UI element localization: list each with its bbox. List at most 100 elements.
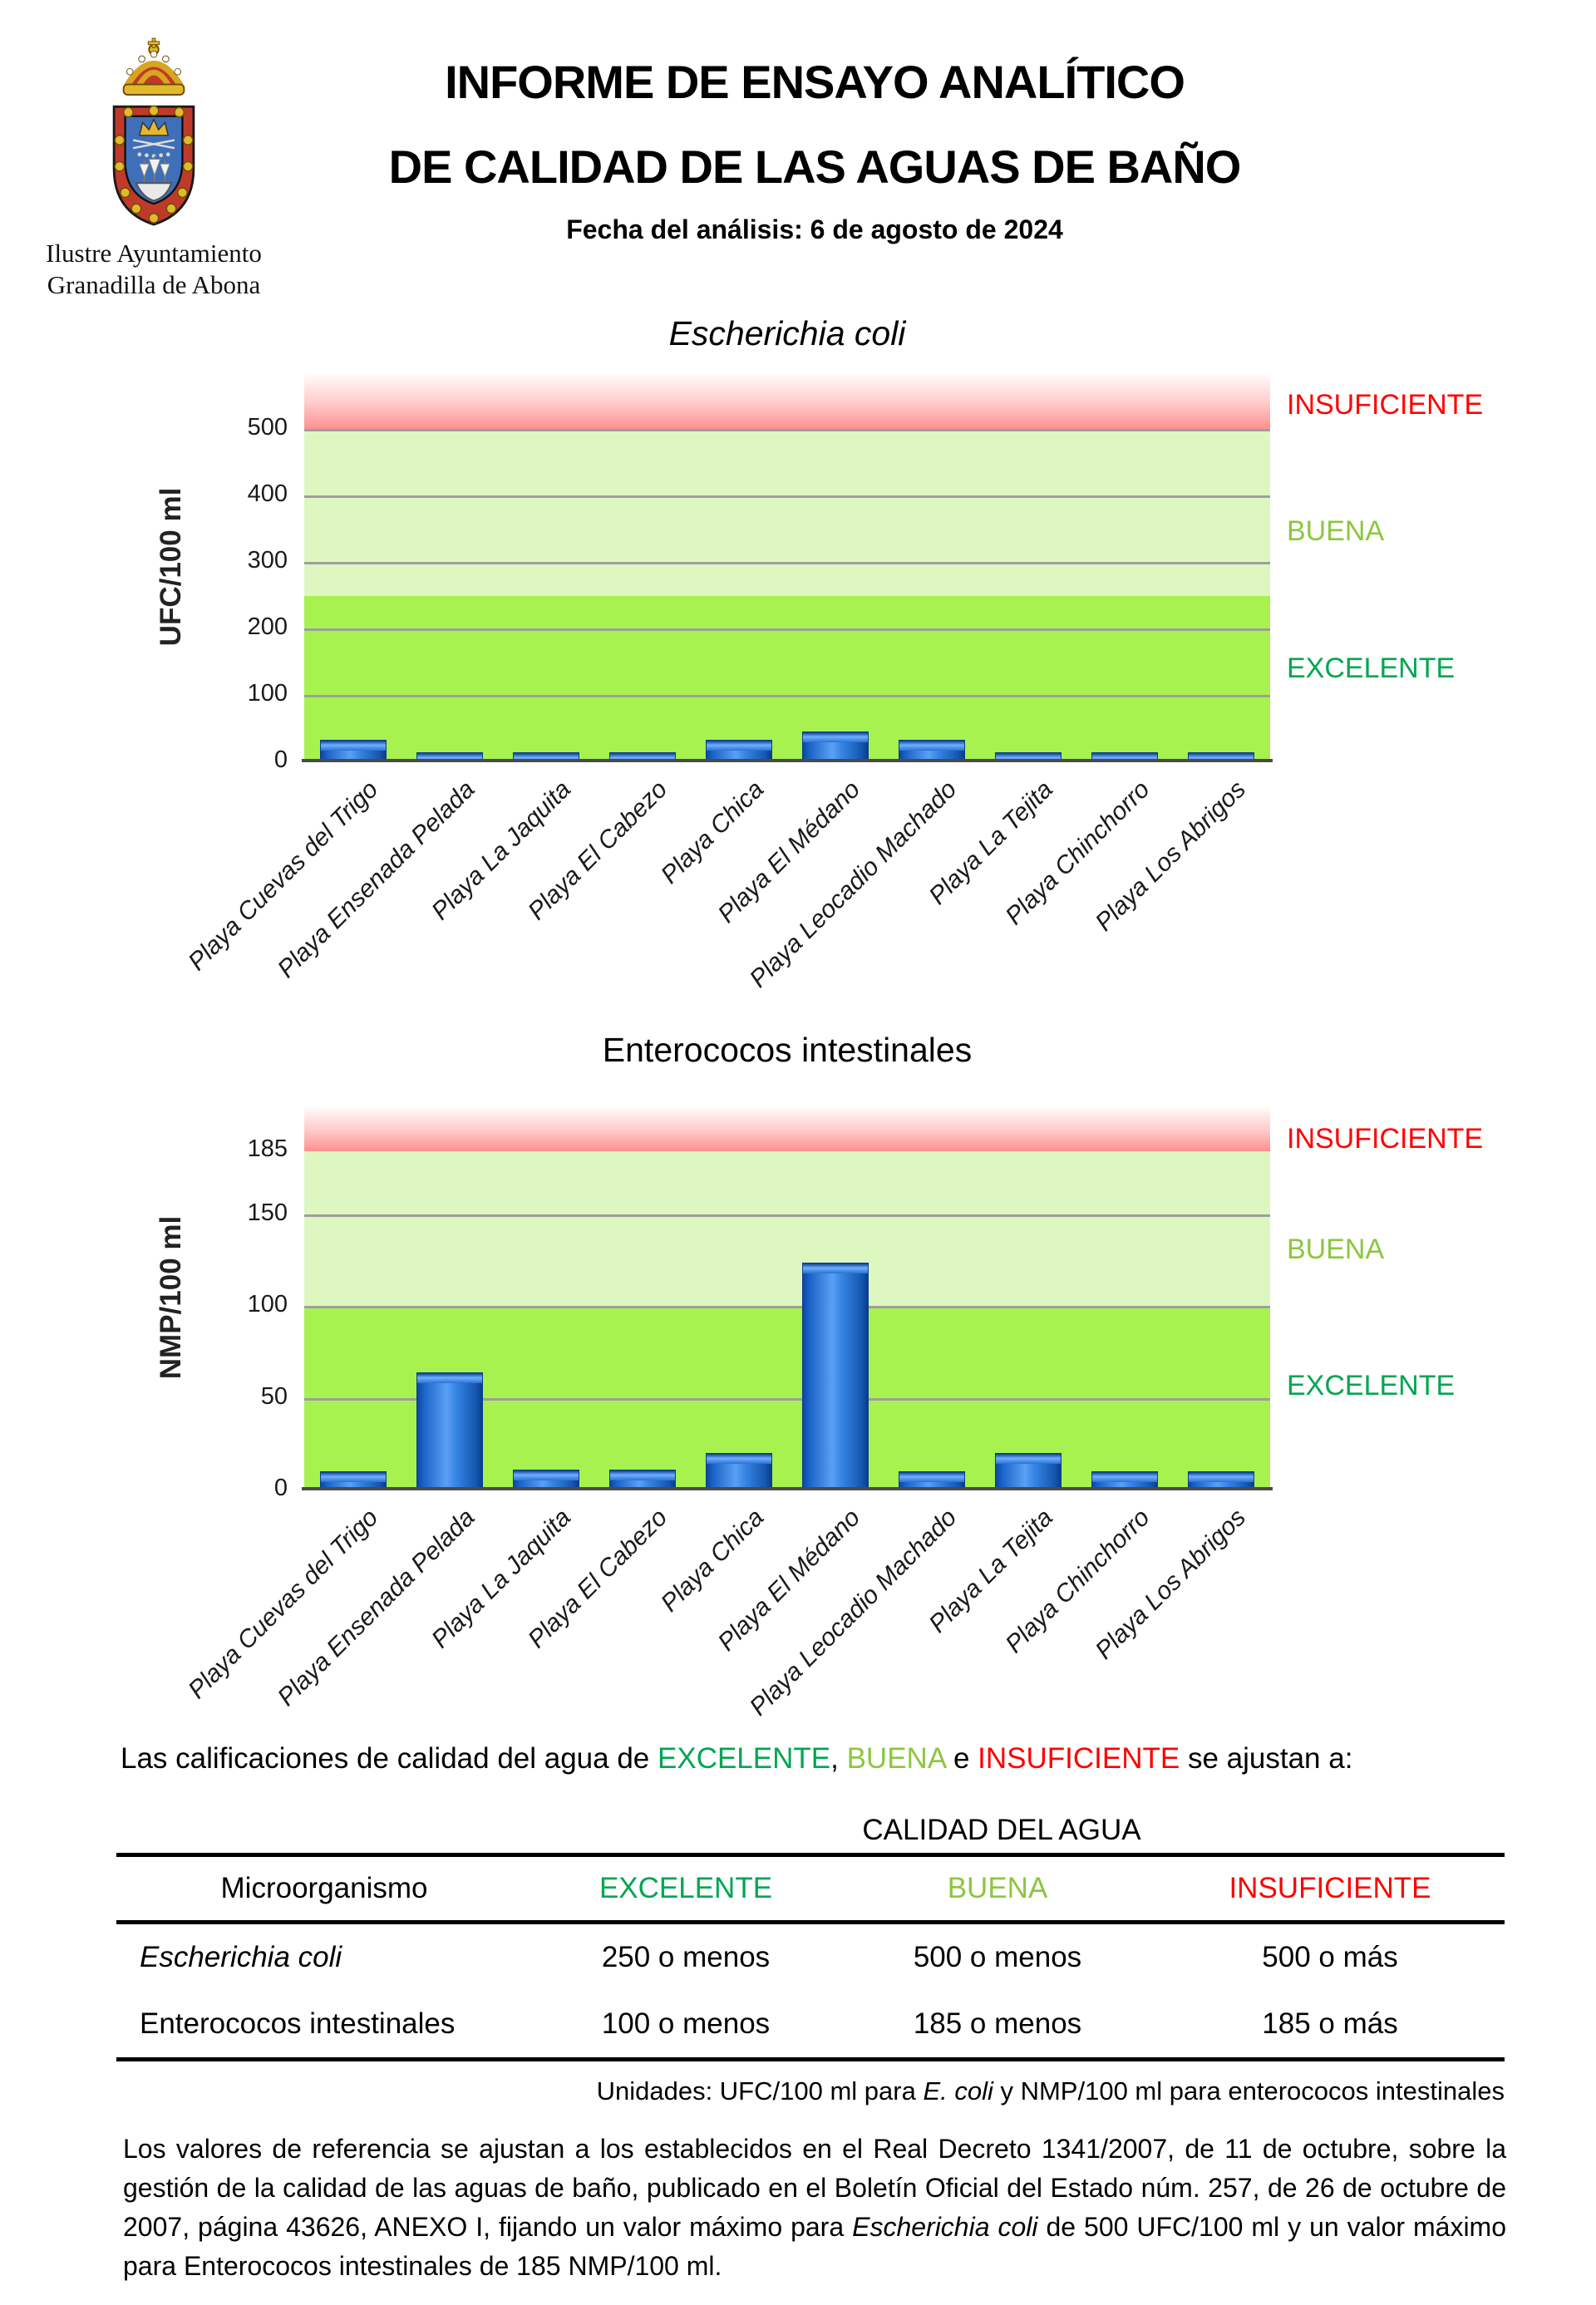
reference-values-paragraph: Los valores de referencia se ajustan a l… — [123, 2130, 1506, 2286]
zone-label-buena: BUENA — [1287, 1234, 1385, 1265]
y-tick-500: 500 — [247, 414, 288, 441]
x-axis-label: Playa Ensenada Pelada — [272, 776, 480, 983]
chart-title-0: Escherichia coli — [668, 314, 906, 352]
zone-buena — [304, 430, 1270, 596]
bar-playa-los-abrigos — [1188, 1471, 1254, 1488]
zone-label-insuficiente: INSUFICIENTE — [1287, 389, 1484, 421]
table-row-enterococos: Enterococos intestinales 100 o menos 185… — [116, 1991, 1505, 2057]
table-caption: CALIDAD DEL AGUA — [862, 1814, 1141, 1846]
header-microorganismo: Microorganismo — [220, 1872, 428, 1904]
bar-playa-chica — [706, 1453, 772, 1488]
coat-of-arms-logo — [112, 37, 195, 226]
row-enterococos-name: Enterococos intestinales — [140, 2007, 456, 2040]
intro-sep1: , — [830, 1742, 847, 1775]
report-title-line1: INFORME DE ENSAYO ANALÍTICO — [445, 56, 1185, 108]
water-quality-table: Microorganismo EXCELENTE BUENA INSUFICIE… — [116, 1853, 1505, 2061]
x-axis-label: Playa Cuevas del Trigo — [183, 776, 384, 977]
intro-text-end: se ajustan a: — [1180, 1742, 1353, 1775]
intro-word-excelente: EXCELENTE — [658, 1742, 831, 1775]
x-axis-line — [302, 1487, 1273, 1490]
zone-label-insuficiente: INSUFICIENTE — [1287, 1123, 1484, 1155]
row-ecoli-excelente: 250 o menos — [601, 1941, 771, 1973]
intro-sep2: e — [945, 1742, 978, 1775]
units-note: Unidades: UFC/100 ml para E. coli y NMP/… — [116, 2076, 1505, 2106]
header-insuficiente: INSUFICIENTE — [1229, 1872, 1431, 1904]
header-buena: BUENA — [947, 1872, 1048, 1904]
gridline-50 — [304, 1397, 1270, 1401]
zone-buena — [304, 1151, 1270, 1308]
bar-playa-leocadio-machado — [899, 1471, 965, 1488]
row-enterococos-insuficiente: 185 o más — [1262, 2007, 1398, 2040]
gridline-100 — [304, 695, 1270, 697]
units-text-end: y NMP/100 ml para enterococos intestinal… — [993, 2076, 1505, 2106]
plot-area-1 — [302, 1106, 1273, 1490]
bar-playa-el-cabezo — [609, 1470, 676, 1488]
footer-text-end: de 500 UFC/100 ml y un valor máximo para… — [123, 2212, 1506, 2281]
qualifications-sentence: Las calificaciones de calidad del agua d… — [121, 1742, 1352, 1776]
row-ecoli-buena: 500 o menos — [913, 1941, 1082, 1973]
bar-playa-el-médano — [802, 731, 869, 760]
y-tick-0: 0 — [273, 1475, 288, 1501]
organization-line2: Granadilla de Abona — [47, 270, 261, 299]
analysis-date: Fecha del análisis: 6 de agosto de 2024 — [566, 214, 1063, 244]
gridline-200 — [304, 628, 1270, 631]
gridline-500 — [304, 429, 1270, 431]
bar-playa-el-médano — [802, 1263, 869, 1488]
zone-label-buena: BUENA — [1287, 515, 1385, 547]
bar-playa-la-jaquita — [513, 1470, 579, 1488]
plot-area-0 — [302, 372, 1273, 762]
zone-insuficiente — [304, 372, 1270, 430]
x-axis-label: Playa Cuevas del Trigo — [183, 1504, 384, 1705]
row-ecoli-insuficiente: 500 o más — [1262, 1941, 1398, 1973]
gridline-150 — [304, 1214, 1270, 1218]
shield — [112, 105, 195, 226]
units-text: Unidades: UFC/100 ml para — [596, 2076, 924, 2106]
shield-rosettes — [114, 105, 194, 224]
y-tick-200: 200 — [247, 613, 288, 640]
gridline-100 — [304, 1306, 1270, 1309]
bar-playa-chica — [706, 740, 772, 760]
row-ecoli-name: Escherichia coli — [140, 1941, 342, 1973]
y-tick-185: 185 — [247, 1135, 288, 1162]
zone-insuficiente — [304, 1106, 1270, 1151]
bar-playa-la-tejita — [995, 1453, 1062, 1488]
bar-playa-cuevas-del-trigo — [320, 1471, 387, 1488]
y-tick-300: 300 — [247, 547, 288, 574]
crown-icon — [122, 37, 185, 96]
bar-playa-chinchorro — [1091, 1471, 1158, 1488]
row-enterococos-buena: 185 o menos — [913, 2007, 1082, 2040]
footer-ecoli: Escherichia coli — [852, 2212, 1038, 2242]
y-axis-title-0: UFC/100 ml — [155, 487, 187, 647]
organization-line1: Ilustre Ayuntamiento — [46, 239, 262, 268]
table-top-border — [116, 1853, 1505, 1857]
row-enterococos-excelente: 100 o menos — [601, 2007, 771, 2040]
y-tick-50: 50 — [260, 1382, 288, 1410]
gridline-400 — [304, 495, 1270, 498]
bar-playa-cuevas-del-trigo — [320, 740, 387, 760]
chart-title-1: Enterococos intestinales — [602, 1031, 973, 1069]
intro-word-buena: BUENA — [846, 1742, 946, 1775]
table-header-separator — [116, 1920, 1505, 1924]
units-ecoli: E. coli — [923, 2076, 993, 2106]
y-tick-100: 100 — [247, 680, 288, 707]
zone-label-excelente: EXCELENTE — [1287, 1370, 1456, 1401]
zone-label-excelente: EXCELENTE — [1287, 653, 1456, 684]
y-tick-400: 400 — [247, 480, 288, 507]
gridline-300 — [304, 562, 1270, 564]
y-axis-title-1: NMP/100 ml — [155, 1215, 187, 1380]
x-axis-label: Playa Ensenada Pelada — [272, 1504, 480, 1712]
organization-name: Ilustre Ayuntamiento Granadilla de Abona — [12, 238, 295, 301]
bar-playa-ensenada-pelada — [416, 1372, 483, 1488]
table-header-row: Microorganismo EXCELENTE BUENA INSUFICIE… — [116, 1857, 1505, 1920]
bar-playa-leocadio-machado — [899, 740, 965, 760]
y-tick-150: 150 — [247, 1199, 288, 1227]
intro-text: Las calificaciones de calidad del agua d… — [121, 1742, 658, 1775]
y-tick-100: 100 — [247, 1291, 288, 1318]
y-tick-0: 0 — [273, 746, 288, 773]
x-axis-line — [302, 759, 1273, 762]
zone-excelente — [304, 596, 1270, 762]
footer-text: Los valores de referencia se ajustan a l… — [123, 2134, 1506, 2242]
intro-word-insuficiente: INSUFICIENTE — [978, 1742, 1180, 1775]
header-excelente: EXCELENTE — [598, 1872, 773, 1904]
